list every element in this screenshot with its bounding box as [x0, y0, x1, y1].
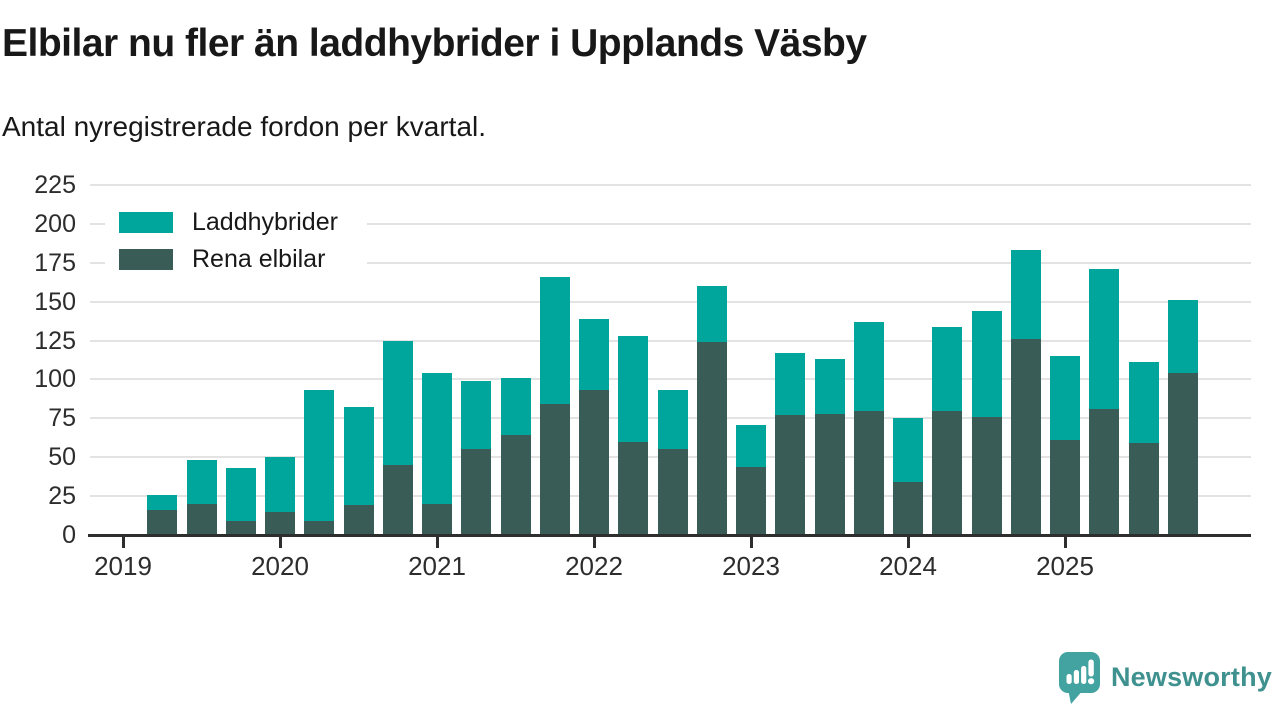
bar-segment-rena-elbilar — [422, 503, 452, 535]
x-tick-label: 2019 — [94, 551, 152, 581]
bar-segment-laddhybrider — [186, 460, 217, 504]
legend: Laddhybrider Rena elbilar — [105, 198, 367, 278]
gridline — [90, 184, 1251, 186]
bar-segment-laddhybrider — [1050, 356, 1080, 441]
bar-segment-rena-elbilar — [853, 410, 884, 535]
bar-segment-laddhybrider — [343, 407, 374, 506]
y-tick-label: 50 — [48, 443, 76, 472]
bar-segment-rena-elbilar — [657, 449, 688, 535]
x-tick-label: 2021 — [408, 551, 466, 581]
y-tick-label: 100 — [34, 365, 76, 394]
bar-segment-rena-elbilar — [1050, 440, 1080, 535]
bar-segment-rena-elbilar — [343, 505, 374, 535]
bar-segment-laddhybrider — [775, 353, 806, 416]
bar-segment-rena-elbilar — [1167, 373, 1198, 535]
bar-segment-rena-elbilar — [304, 521, 335, 535]
y-tick-label: 175 — [34, 248, 76, 277]
x-axis-tick — [749, 535, 753, 548]
bar-segment-rena-elbilar — [696, 342, 727, 535]
legend-swatch-laddhybrider — [119, 212, 173, 233]
bar-segment-laddhybrider — [736, 424, 766, 467]
x-axis-tick — [592, 535, 596, 548]
bar-segment-laddhybrider — [971, 311, 1002, 417]
x-tick-label: 2023 — [722, 551, 780, 581]
bar-segment-laddhybrider — [579, 318, 609, 391]
bar-segment-rena-elbilar — [1089, 409, 1120, 535]
y-tick-label: 125 — [34, 326, 76, 355]
bar-segment-rena-elbilar — [186, 503, 217, 535]
y-tick-label: 0 — [62, 521, 76, 549]
bar-segment-laddhybrider — [1089, 269, 1120, 409]
bar-segment-rena-elbilar — [225, 521, 256, 535]
brand-name: Newsworthy — [1110, 661, 1272, 692]
gridline — [90, 300, 1251, 303]
x-tick-label: 2025 — [1036, 551, 1094, 581]
bar-segment-laddhybrider — [814, 359, 845, 414]
gridline — [90, 261, 1251, 264]
bar-segment-rena-elbilar — [461, 449, 492, 535]
chart-title: Elbilar nu fler än laddhybrider i Upplan… — [2, 22, 867, 65]
bar-segment-rena-elbilar — [147, 510, 178, 535]
bar-segment-rena-elbilar — [1010, 339, 1041, 535]
bar-segment-rena-elbilar — [893, 482, 923, 535]
x-axis-line — [88, 533, 1251, 537]
bar-segment-laddhybrider — [382, 340, 413, 465]
bar-segment-laddhybrider — [1010, 250, 1041, 339]
bar-segment-laddhybrider — [932, 326, 963, 411]
x-axis-tick — [278, 535, 282, 548]
bar-segment-laddhybrider — [265, 457, 295, 512]
x-tick-label: 2022 — [565, 551, 623, 581]
y-tick-label: 150 — [34, 287, 76, 316]
legend-label-rena-elbilar: Rena elbilar — [192, 245, 326, 273]
bar-segment-laddhybrider — [618, 335, 649, 442]
legend-label-laddhybrider: Laddhybrider — [192, 208, 338, 236]
bar-segment-laddhybrider — [539, 276, 570, 405]
bar-segment-rena-elbilar — [579, 390, 609, 535]
x-axis-tick — [1063, 535, 1067, 548]
bar-segment-rena-elbilar — [382, 465, 413, 535]
x-tick-label: 2024 — [879, 551, 937, 581]
x-axis-tick — [435, 535, 439, 548]
bar-segment-rena-elbilar — [265, 511, 295, 535]
gridline — [90, 222, 1251, 225]
bar-segment-laddhybrider — [1167, 300, 1198, 374]
bar-segment-laddhybrider — [853, 321, 884, 411]
y-tick-label: 200 — [34, 209, 76, 238]
gridline — [90, 378, 1251, 381]
bar-segment-laddhybrider — [304, 390, 335, 521]
bar-segment-laddhybrider — [147, 494, 178, 511]
y-tick-label: 25 — [48, 482, 76, 511]
y-tick-label: 75 — [48, 404, 76, 433]
bar-segment-rena-elbilar — [775, 415, 806, 535]
bar-segment-laddhybrider — [657, 390, 688, 450]
bar-segment-rena-elbilar — [814, 413, 845, 535]
legend-swatch-rena-elbilar — [119, 249, 173, 270]
gridline — [90, 339, 1251, 342]
bar-segment-laddhybrider — [696, 286, 727, 343]
legend-item-rena-elbilar: Rena elbilar — [119, 245, 325, 274]
bar-segment-rena-elbilar — [1128, 443, 1159, 535]
bar-segment-rena-elbilar — [971, 416, 1002, 535]
bar-segment-laddhybrider — [500, 377, 531, 436]
x-axis-tick — [906, 535, 910, 548]
y-tick-label: 225 — [34, 171, 76, 199]
newsworthy-logo: Newsworthy — [1057, 650, 1272, 704]
bar-segment-rena-elbilar — [618, 441, 649, 535]
x-axis-tick — [121, 535, 125, 548]
bar-segment-rena-elbilar — [932, 410, 963, 535]
bar-segment-rena-elbilar — [500, 435, 531, 535]
bar-segment-rena-elbilar — [539, 404, 570, 535]
legend-item-laddhybrider: Laddhybrider — [119, 208, 338, 237]
chart-subtitle: Antal nyregistrerade fordon per kvartal. — [2, 111, 487, 142]
bar-segment-laddhybrider — [1128, 362, 1159, 444]
bar-segment-rena-elbilar — [736, 466, 766, 535]
speech-bubble-bar-chart-icon — [1058, 652, 1100, 704]
bar-segment-laddhybrider — [461, 381, 492, 450]
x-tick-label: 2020 — [251, 551, 309, 581]
bar-segment-laddhybrider — [422, 373, 452, 504]
bar-segment-laddhybrider — [225, 468, 256, 521]
bar-segment-laddhybrider — [893, 418, 923, 483]
